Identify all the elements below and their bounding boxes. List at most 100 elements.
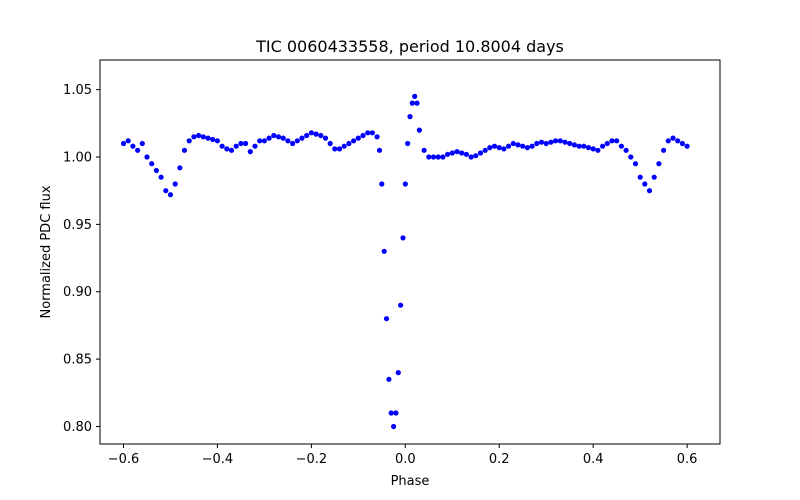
- data-point: [257, 138, 263, 144]
- data-point: [398, 302, 404, 308]
- data-point: [332, 146, 338, 152]
- data-point: [167, 192, 174, 198]
- data-point: [322, 135, 329, 141]
- data-point: [205, 135, 211, 141]
- data-point: [487, 145, 493, 151]
- y-tick-label: 1.00: [63, 151, 92, 166]
- data-point: [416, 127, 422, 133]
- y-tick-label: 0.80: [63, 420, 92, 435]
- data-point: [510, 140, 516, 147]
- y-tick-label: 0.95: [63, 218, 92, 233]
- data-point: [538, 139, 545, 145]
- x-tick-label: 0.4: [583, 452, 604, 467]
- data-point: [412, 93, 418, 99]
- data-point: [473, 153, 479, 159]
- data-point: [604, 140, 610, 147]
- data-point: [449, 150, 455, 156]
- data-point: [501, 146, 507, 152]
- data-point: [400, 235, 406, 241]
- data-point: [280, 135, 286, 141]
- data-point: [172, 181, 178, 187]
- data-point: [261, 138, 267, 144]
- data-point: [426, 154, 432, 160]
- y-axis-label: Normalized PDC flux: [39, 185, 54, 318]
- data-point: [379, 181, 385, 187]
- data-point: [181, 147, 188, 153]
- y-tick-label: 0.90: [63, 285, 92, 300]
- data-point: [477, 150, 484, 156]
- data-point: [196, 132, 202, 139]
- data-point: [553, 138, 559, 144]
- data-point: [665, 138, 671, 144]
- data-point: [120, 140, 127, 147]
- data-point: [252, 143, 258, 149]
- data-point: [632, 161, 639, 167]
- y-axis-ticks: 0.80 0.85 0.90 0.95 1.00 1.05: [63, 83, 100, 435]
- data-point: [675, 138, 681, 144]
- data-point: [144, 154, 150, 160]
- data-point: [313, 131, 319, 137]
- data-point: [414, 100, 420, 106]
- data-point: [529, 143, 535, 149]
- data-point: [346, 140, 352, 147]
- data-point: [595, 147, 601, 153]
- data-point: [642, 181, 648, 187]
- data-point: [299, 135, 305, 141]
- data-point: [585, 145, 592, 151]
- data-point: [386, 376, 392, 382]
- data-point: [576, 143, 582, 149]
- data-point: [158, 174, 164, 180]
- data-point: [524, 145, 531, 151]
- data-point: [562, 139, 568, 145]
- data-point: [383, 316, 390, 322]
- data-point: [391, 423, 397, 430]
- data-point: [130, 143, 136, 149]
- data-point: [548, 139, 554, 145]
- data-point: [491, 143, 498, 149]
- data-point: [543, 140, 549, 147]
- data-point: [247, 149, 253, 155]
- data-point: [684, 143, 690, 149]
- data-points: [120, 93, 690, 430]
- data-point: [506, 143, 512, 149]
- data-point: [590, 146, 596, 152]
- data-point: [149, 161, 155, 167]
- data-point: [405, 140, 411, 147]
- data-point: [393, 410, 399, 416]
- data-point: [243, 140, 249, 147]
- data-point: [515, 142, 521, 148]
- data-point: [200, 134, 206, 140]
- data-point: [125, 138, 131, 144]
- data-point: [271, 132, 277, 139]
- y-tick-label: 1.05: [63, 83, 92, 98]
- data-point: [557, 138, 563, 144]
- data-point: [454, 149, 460, 155]
- data-point: [275, 134, 282, 140]
- data-point: [463, 151, 469, 157]
- data-point: [374, 134, 380, 140]
- data-point: [623, 147, 629, 153]
- data-point: [468, 154, 474, 160]
- data-point: [581, 143, 587, 149]
- data-point: [381, 248, 387, 254]
- data-point: [656, 161, 662, 167]
- data-point: [520, 143, 526, 149]
- data-point: [327, 140, 333, 147]
- data-point: [609, 138, 615, 144]
- data-point: [341, 143, 347, 149]
- data-point: [308, 130, 314, 136]
- data-point: [482, 147, 488, 153]
- x-axis-label: Phase: [391, 474, 430, 489]
- data-point: [430, 154, 437, 160]
- data-point: [614, 138, 620, 144]
- y-tick-label: 0.85: [63, 353, 92, 368]
- data-point: [219, 143, 225, 149]
- data-point: [135, 147, 141, 153]
- data-point: [600, 143, 606, 149]
- data-point: [402, 181, 408, 187]
- data-point: [409, 100, 415, 106]
- x-tick-label: −0.4: [202, 452, 234, 467]
- data-point: [139, 140, 145, 147]
- data-point: [191, 134, 197, 140]
